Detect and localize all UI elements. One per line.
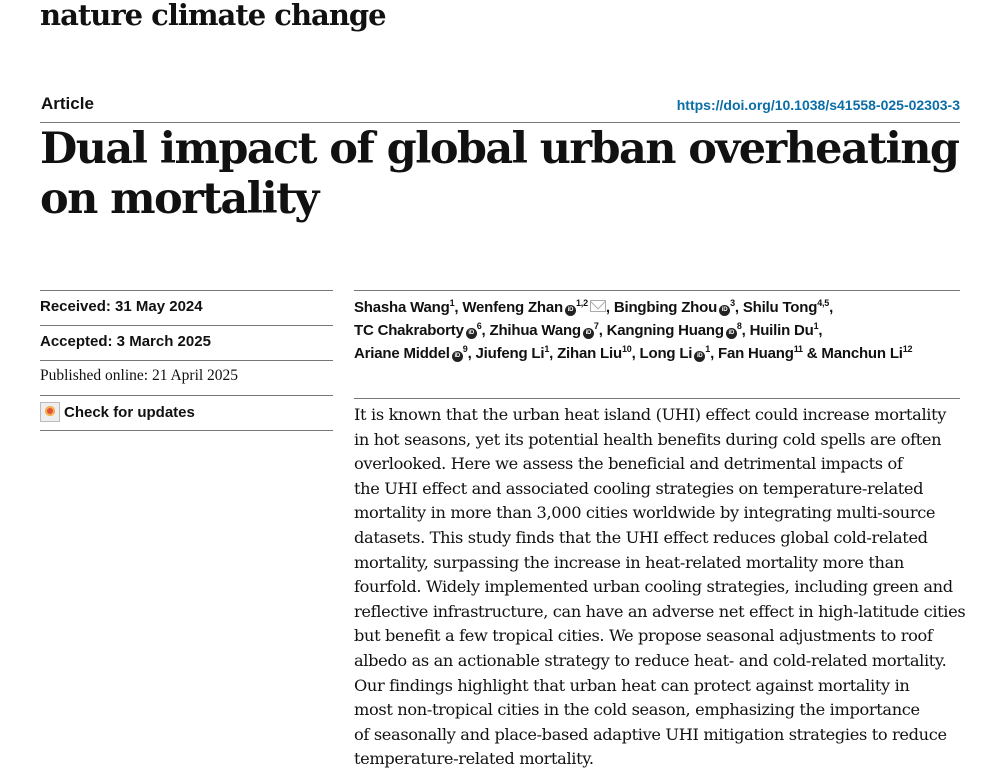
separator: ,	[741, 322, 750, 339]
affiliation-number[interactable]: 7	[593, 321, 599, 331]
affiliation-number[interactable]: 1	[544, 344, 550, 354]
separator: ,	[549, 345, 558, 362]
author-link[interactable]: Ariane Middel	[354, 345, 450, 362]
divider	[40, 430, 333, 431]
author-link[interactable]: Shilu Tong	[742, 299, 818, 316]
author-list: Shasha Wang1, Wenfeng Zhan iD1,2, Bingbin…	[354, 296, 964, 365]
affiliation-number[interactable]: 12	[902, 344, 913, 354]
author-link[interactable]: Zihan Liu	[557, 345, 622, 362]
author-link[interactable]: Zhihua Wang	[489, 322, 581, 339]
orcid-icon[interactable]: iD	[565, 305, 576, 316]
check-updates-label: Check for updates	[64, 403, 195, 421]
separator: &	[802, 345, 822, 362]
divider	[40, 360, 333, 361]
separator: ,	[605, 299, 614, 316]
orcid-icon[interactable]: iD	[465, 328, 477, 339]
divider	[354, 290, 960, 291]
separator: ,	[598, 322, 607, 339]
author-link[interactable]: Bingbing Zhou	[613, 299, 718, 316]
divider	[40, 122, 960, 123]
author-link[interactable]: TC Chakraborty	[354, 322, 464, 339]
separator: ,	[467, 345, 476, 362]
orcid-icon[interactable]: iD	[582, 328, 594, 339]
orcid-icon[interactable]: iD	[719, 305, 731, 316]
abstract-line: but benefit a few tropical cities. We pr…	[354, 626, 933, 646]
separator: ,	[481, 322, 490, 339]
author-link[interactable]: Manchun Li	[821, 345, 903, 362]
separator: ,	[829, 299, 834, 316]
orcid-icon[interactable]: iD	[451, 351, 463, 362]
journal-logo: nature climate change	[40, 0, 387, 32]
abstract-line: the UHI effect and associated cooling st…	[354, 478, 924, 498]
abstract-line: most non-tropical cities in the cold sea…	[354, 700, 920, 720]
received-date: Received: 31 May 2024	[40, 298, 203, 315]
article-title: Dual impact of global urban overheating …	[40, 124, 960, 224]
affiliation-number[interactable]: 10	[621, 344, 632, 354]
affiliation-number[interactable]: 6	[476, 321, 482, 331]
published-date: Published online: 21 April 2025	[40, 367, 239, 384]
author-link[interactable]: Wenfeng Zhan	[462, 299, 563, 316]
separator: ,	[818, 322, 823, 339]
abstract-line: of seasonally and place-based adaptive U…	[354, 724, 947, 744]
check-for-updates-button[interactable]: Check for updates	[40, 402, 195, 422]
affiliation-number[interactable]: 9	[462, 344, 468, 354]
abstract: It is known that the urban heat island (…	[354, 403, 974, 772]
affiliation-number[interactable]: 1,2	[576, 298, 588, 308]
affiliation-number[interactable]: 1	[705, 344, 711, 354]
abstract-line: albedo as an actionable strategy to redu…	[354, 650, 947, 670]
author-link[interactable]: Long Li	[639, 345, 693, 362]
separator: ,	[631, 345, 640, 362]
author-link[interactable]: Kangning Huang	[606, 322, 724, 339]
abstract-line: mortality in more than 3,000 cities worl…	[354, 503, 936, 523]
orcid-icon[interactable]: iD	[725, 328, 737, 339]
affiliation-number[interactable]: 4,5	[817, 298, 830, 308]
abstract-line: mortality, surpassing the increase in he…	[354, 552, 904, 572]
abstract-line: It is known that the urban heat island (…	[354, 405, 947, 424]
affiliation-number[interactable]: 1	[813, 321, 819, 331]
divider	[40, 290, 333, 291]
affiliation-number[interactable]: 3	[730, 298, 735, 308]
abstract-line: temperature-related mortality.	[354, 749, 594, 769]
author-link[interactable]: Jiufeng Li	[475, 345, 545, 362]
divider	[354, 398, 960, 399]
abstract-line: datasets. This study finds that the UHI …	[354, 527, 928, 547]
author-link[interactable]: Fan Huang	[718, 345, 794, 362]
check-updates-icon	[40, 402, 60, 422]
author-link[interactable]: Huilin Du	[749, 322, 814, 339]
orcid-icon[interactable]: iD	[694, 351, 706, 362]
affiliation-number[interactable]: 8	[736, 321, 742, 331]
abstract-line: Our findings highlight that urban heat c…	[354, 675, 910, 695]
doi-link[interactable]: https://doi.org/10.1038/s41558-025-02303…	[676, 97, 960, 113]
affiliation-number[interactable]: 1	[449, 298, 455, 308]
divider	[40, 325, 333, 326]
abstract-line: in hot seasons, yet its potential health…	[354, 429, 942, 449]
author-link[interactable]: Shasha Wang	[354, 299, 450, 316]
accepted-date: Accepted: 3 March 2025	[40, 333, 211, 350]
email-icon[interactable]	[589, 300, 606, 312]
abstract-line: overlooked. Here we assess the beneficia…	[354, 454, 903, 474]
separator: ,	[734, 299, 743, 316]
abstract-line: reflective infrastructure, can have an a…	[354, 601, 966, 621]
article-type: Article	[41, 94, 94, 113]
divider	[40, 395, 333, 396]
separator: ,	[454, 299, 463, 316]
affiliation-number[interactable]: 11	[793, 344, 803, 354]
abstract-line: fourfold. Widely implemented urban cooli…	[354, 577, 953, 597]
separator: ,	[710, 345, 719, 362]
